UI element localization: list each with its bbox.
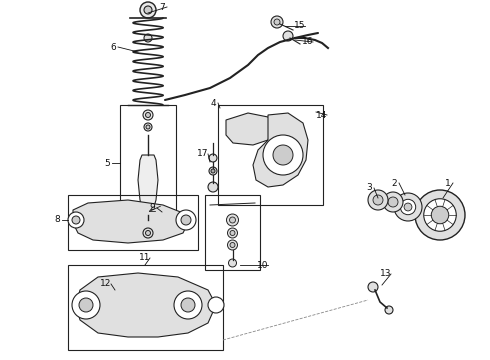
Circle shape [146,125,150,129]
Text: 4: 4 [210,99,216,108]
Text: 10: 10 [257,261,269,270]
Circle shape [274,19,280,25]
Circle shape [394,193,422,221]
Circle shape [181,215,191,225]
Text: 1: 1 [445,179,451,188]
Circle shape [209,154,217,162]
Polygon shape [226,113,273,145]
Circle shape [144,218,152,226]
Circle shape [174,291,202,319]
Bar [218,105,323,205]
Circle shape [227,228,238,238]
Circle shape [415,190,465,240]
Text: 12: 12 [100,279,112,288]
Circle shape [230,230,235,235]
Circle shape [373,195,383,205]
Text: 2: 2 [391,179,397,188]
Circle shape [400,199,416,215]
Circle shape [181,298,195,312]
Polygon shape [73,200,188,243]
Text: 17: 17 [197,149,209,158]
Circle shape [72,216,80,224]
Circle shape [368,282,378,292]
Bar [68,265,223,350]
Circle shape [143,110,153,120]
Circle shape [228,259,237,267]
Text: 15: 15 [294,22,306,31]
Text: 6: 6 [110,42,116,51]
Text: 11: 11 [139,253,151,262]
Text: 16: 16 [302,37,314,46]
Circle shape [404,203,412,211]
Circle shape [72,291,100,319]
Circle shape [208,297,224,313]
Circle shape [230,243,235,248]
Circle shape [68,212,84,228]
Text: 7: 7 [159,3,165,12]
Bar [68,195,198,250]
Circle shape [385,306,393,314]
Circle shape [431,206,449,224]
Circle shape [229,217,236,223]
Polygon shape [138,155,158,215]
Circle shape [146,230,150,235]
Circle shape [144,123,152,131]
Text: 14: 14 [317,111,328,120]
Circle shape [283,31,293,41]
Text: 3: 3 [366,184,372,193]
Polygon shape [253,113,308,187]
Circle shape [227,240,238,250]
Text: 5: 5 [104,158,110,167]
Circle shape [143,228,153,238]
Circle shape [140,2,156,18]
Text: 13: 13 [380,270,392,279]
Polygon shape [76,273,216,337]
Bar [205,195,260,270]
Text: 9: 9 [149,203,155,212]
Circle shape [211,169,215,173]
Bar [120,105,176,225]
Circle shape [144,34,152,42]
Circle shape [176,210,196,230]
Circle shape [208,182,218,192]
Circle shape [144,6,152,14]
Circle shape [368,190,388,210]
Circle shape [79,298,93,312]
Circle shape [383,192,403,212]
Circle shape [388,197,398,207]
Circle shape [273,145,293,165]
Circle shape [226,214,239,226]
Circle shape [263,135,303,175]
Circle shape [209,167,217,175]
Circle shape [424,199,456,231]
Circle shape [146,112,150,117]
Text: 8: 8 [54,216,60,225]
Circle shape [271,16,283,28]
